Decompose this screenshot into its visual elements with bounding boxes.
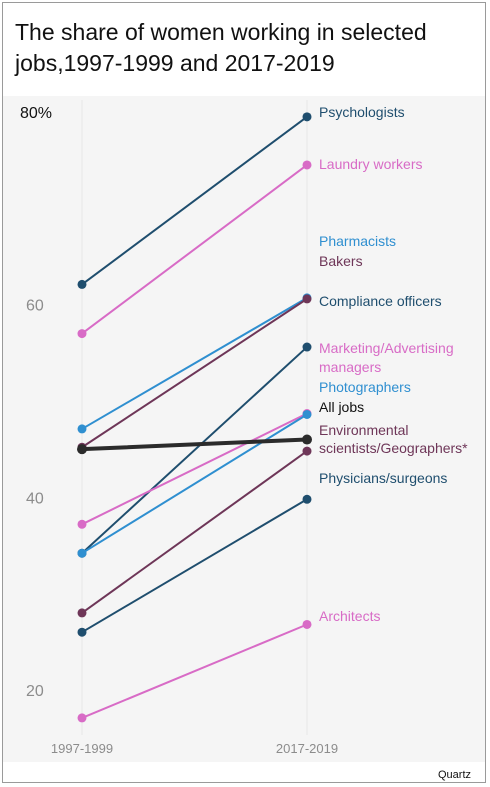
series-point-psychologists — [302, 112, 312, 122]
series-label-laundry-workers: Laundry workers — [319, 156, 423, 172]
series-point-environmental-scientists-geographers — [77, 608, 87, 618]
series-point-laundry-workers — [302, 160, 312, 170]
series-point-photographers — [302, 409, 312, 419]
series-line-environmental-scientists-geographers — [81, 450, 308, 614]
series-point-all-jobs — [302, 434, 312, 445]
y-tick-label: 60 — [26, 298, 44, 315]
x-tick-label: 2017-2019 — [276, 741, 338, 756]
series-point-photographers — [77, 548, 87, 558]
series-label-environmental-scientists-geographers: Environmental scientists/Geographers* — [319, 422, 468, 456]
series-line-architects — [81, 623, 308, 719]
series-label-physicians-surgeons: Physicians/surgeons — [319, 470, 447, 486]
series-point-environmental-scientists-geographers — [302, 446, 312, 456]
series-line-bakers — [81, 297, 308, 449]
series-point-architects — [77, 713, 87, 723]
series-point-physicians-surgeons — [77, 627, 87, 637]
y-tick-label: 80% — [20, 105, 52, 122]
series-point-bakers — [302, 294, 312, 304]
series-label-pharmacists: Pharmacists — [319, 233, 396, 249]
series-point-compliance-officers — [302, 342, 312, 352]
series-line-pharmacists — [81, 296, 308, 430]
series-line-marketing-advertising-managers — [81, 412, 308, 526]
series-line-psychologists — [81, 115, 308, 286]
series-point-physicians-surgeons — [302, 494, 312, 504]
y-tick-label: 40 — [26, 490, 44, 507]
y-tick-label: 20 — [26, 683, 44, 700]
x-tick-label: 1997-1999 — [51, 741, 113, 756]
chart-title: The share of women working in selected j… — [15, 19, 427, 76]
series-line-physicians-surgeons — [81, 498, 308, 634]
chart-credit: Quartz — [437, 769, 471, 781]
series-label-psychologists: Psychologists — [319, 104, 405, 120]
series-line-compliance-officers — [81, 346, 308, 555]
series-label-marketing-advertising-managers: Marketing/Advertising managers — [319, 340, 454, 375]
series-point-pharmacists — [77, 424, 87, 434]
series-point-psychologists — [77, 279, 87, 289]
series-label-photographers: Photographers — [319, 379, 411, 395]
series-line-photographers — [81, 413, 308, 555]
series-label-all-jobs: All jobs — [319, 399, 364, 415]
series-label-compliance-officers: Compliance officers — [319, 293, 442, 309]
series-point-architects — [302, 619, 312, 629]
series-line-laundry-workers — [81, 163, 308, 335]
series-point-all-jobs — [77, 444, 87, 455]
series-point-marketing-advertising-managers — [77, 519, 87, 529]
series-label-bakers: Bakers — [319, 253, 363, 269]
series-label-architects: Architects — [319, 608, 380, 624]
series-point-laundry-workers — [77, 329, 87, 339]
series-line-all-jobs — [80, 437, 309, 452]
